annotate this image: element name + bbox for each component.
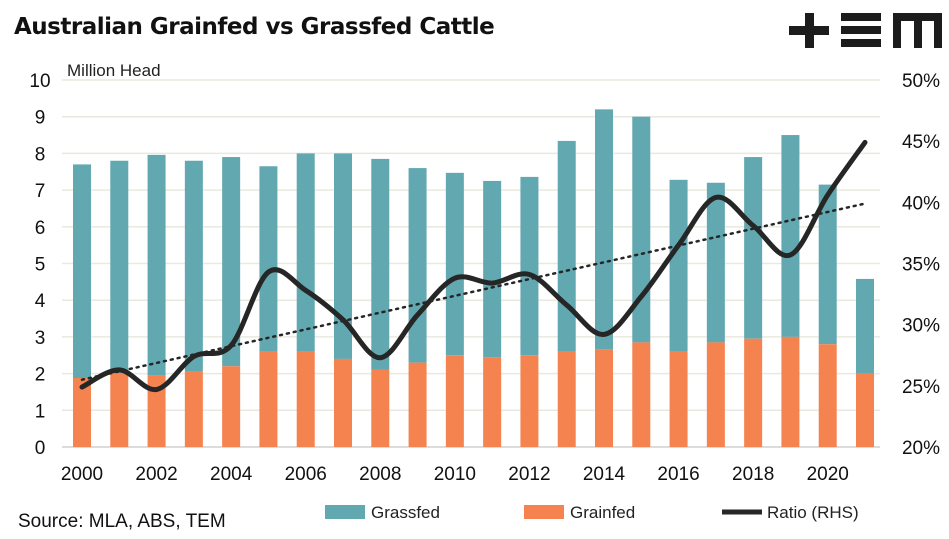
x-tick-label: 2018 — [732, 464, 774, 485]
x-tick-label: 2000 — [61, 464, 103, 485]
bar-grainfed — [520, 355, 539, 447]
bar-grainfed — [334, 358, 352, 447]
bar-grassfed — [445, 172, 464, 356]
legend-swatch-grainfed — [524, 505, 564, 519]
bar-grassfed — [632, 116, 651, 343]
y2-tick-label: 30% — [902, 316, 940, 337]
x-tick-label: 2012 — [508, 464, 550, 485]
ratio-trendline — [80, 202, 867, 381]
y-tick-label: 5 — [35, 255, 46, 276]
bar-grassfed — [595, 109, 613, 350]
bar-grainfed — [296, 351, 315, 447]
bar-grainfed — [669, 351, 688, 447]
x-tick-label: 2020 — [807, 464, 849, 485]
y2-tick-label: 40% — [902, 193, 940, 214]
y-tick-label: 3 — [35, 328, 46, 349]
bar-grassfed — [818, 184, 837, 345]
bar-grainfed — [595, 349, 613, 447]
y2-tick-label: 20% — [902, 438, 940, 459]
bar-grainfed — [781, 336, 800, 447]
x-tick-label: 2010 — [434, 464, 476, 485]
bar-grassfed — [669, 179, 688, 352]
bar-grainfed — [73, 378, 91, 447]
legend-label-ratio: Ratio (RHS) — [767, 503, 859, 522]
y-tick-label: 2 — [35, 365, 46, 386]
bar-grainfed — [856, 373, 874, 447]
x-tick-label: 2004 — [210, 464, 253, 485]
bar-grainfed — [259, 351, 278, 447]
x-tick-label: 2002 — [135, 464, 177, 485]
bar-grassfed — [557, 140, 576, 352]
bar-grainfed — [147, 375, 166, 447]
bar-grassfed — [781, 135, 800, 337]
bar-grassfed — [110, 160, 129, 374]
legend-label-grassfed: Grassfed — [371, 503, 440, 522]
bar-grassfed — [222, 157, 241, 367]
y2-tick-label: 25% — [902, 377, 940, 398]
y-tick-label: 8 — [35, 144, 46, 165]
y2-tick-label: 35% — [902, 255, 940, 276]
bar-grassfed — [147, 154, 166, 376]
bar-grassfed — [296, 153, 315, 352]
source-note: Source: MLA, ABS, TEM — [18, 511, 226, 532]
bar-grassfed — [184, 160, 203, 372]
bar-grainfed — [744, 338, 763, 447]
bar-grassfed — [520, 176, 539, 356]
bar-grassfed — [706, 182, 725, 343]
y-tick-label: 10 — [29, 71, 50, 92]
x-tick-label: 2014 — [583, 464, 626, 485]
bar-grainfed — [408, 362, 427, 447]
bar-grassfed — [744, 157, 763, 339]
x-tick-label: 2006 — [285, 464, 327, 485]
ratio-line — [79, 139, 868, 393]
tem-logo — [789, 13, 942, 48]
legend-label-grainfed: Grainfed — [570, 503, 635, 522]
bar-grainfed — [818, 344, 837, 447]
bar-grassfed — [73, 164, 91, 379]
y-tick-label: 9 — [35, 108, 46, 129]
y-tick-label: 1 — [35, 401, 46, 422]
bar-grainfed — [184, 371, 203, 447]
y2-tick-label: 50% — [902, 71, 940, 92]
bar-grassfed — [483, 180, 502, 358]
y-tick-label: 0 — [35, 438, 46, 459]
y2-tick-label: 45% — [902, 132, 940, 153]
bar-grainfed — [371, 369, 390, 447]
bar-grassfed — [371, 158, 390, 370]
bar-grainfed — [445, 355, 464, 447]
bar-grainfed — [706, 342, 725, 447]
legend-swatch-grassfed — [325, 505, 365, 519]
bar-grainfed — [110, 373, 129, 447]
bar-grainfed — [557, 351, 576, 447]
x-tick-label: 2008 — [359, 464, 401, 485]
y-tick-label: 7 — [35, 181, 46, 202]
bar-grassfed — [334, 153, 352, 359]
chart-title: Australian Grainfed vs Grassfed Cattle — [14, 14, 495, 40]
bar-grainfed — [222, 366, 241, 447]
y-tick-label: 6 — [35, 218, 46, 239]
y-axis-label: Million Head — [67, 61, 161, 80]
bar-grassfed — [408, 168, 427, 363]
bar-grassfed — [856, 278, 874, 374]
bar-grainfed — [632, 342, 651, 447]
bar-grassfed — [259, 166, 278, 352]
bar-grainfed — [483, 357, 502, 447]
x-tick-label: 2016 — [657, 464, 699, 485]
y-tick-label: 4 — [35, 291, 46, 312]
